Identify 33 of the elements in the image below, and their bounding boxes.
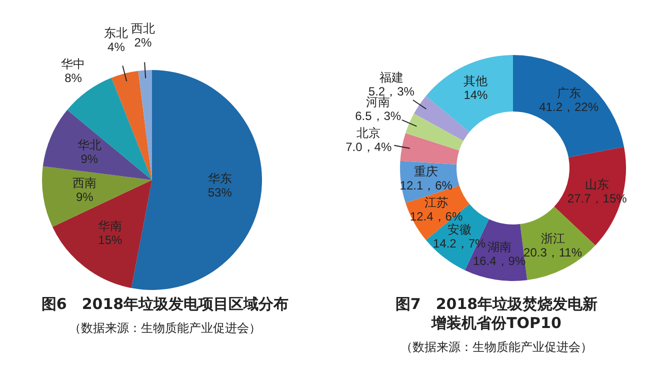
data-label: 53%: [208, 186, 232, 200]
slice-label: 华东: [208, 172, 232, 186]
data-label: 15%: [98, 233, 123, 248]
slice-label: 华南: [98, 219, 122, 234]
data-label: 9%: [80, 152, 98, 166]
text: （数据来源：生物质能产业促进会）: [68, 320, 262, 337]
slice-label: 安徽: [447, 222, 472, 237]
slice-label: 东北: [104, 26, 128, 40]
text: （数据来源：生物质能产业促进会）: [400, 339, 594, 356]
slice-label: 西北: [130, 22, 155, 36]
data-label: 4%: [108, 40, 126, 54]
slice-label: 重庆: [414, 164, 438, 178]
data-label: 2%: [134, 36, 152, 50]
text: 图6 2018年垃圾发电项目区域分布: [40, 295, 290, 314]
slice-label: 福建: [379, 70, 404, 85]
slice-label: 其他: [464, 74, 488, 88]
slice-label: 华北: [77, 138, 102, 152]
data-label: 14%: [464, 88, 488, 102]
slice-label: 湖南: [487, 240, 512, 254]
data-label: 41.2，22%: [539, 100, 599, 114]
slice-label: 山东: [585, 178, 610, 192]
slice-label: 西南: [72, 176, 97, 190]
data-label: 6.5，3%: [355, 108, 402, 123]
data-label: 7.0，4%: [346, 140, 392, 154]
slice-label: 华中: [61, 56, 86, 71]
slice-label: 北京: [356, 126, 381, 140]
slice-label: 江苏: [424, 196, 448, 210]
data-label: 20.3，11%: [524, 245, 582, 260]
slice-label: 浙江: [540, 231, 565, 246]
data-label: 9%: [76, 190, 94, 204]
slice-label: 广东: [556, 86, 581, 100]
text: 图7 2018年垃圾焚烧发电新增装机省份TOP10: [394, 295, 599, 333]
data-label: 8%: [64, 70, 82, 85]
